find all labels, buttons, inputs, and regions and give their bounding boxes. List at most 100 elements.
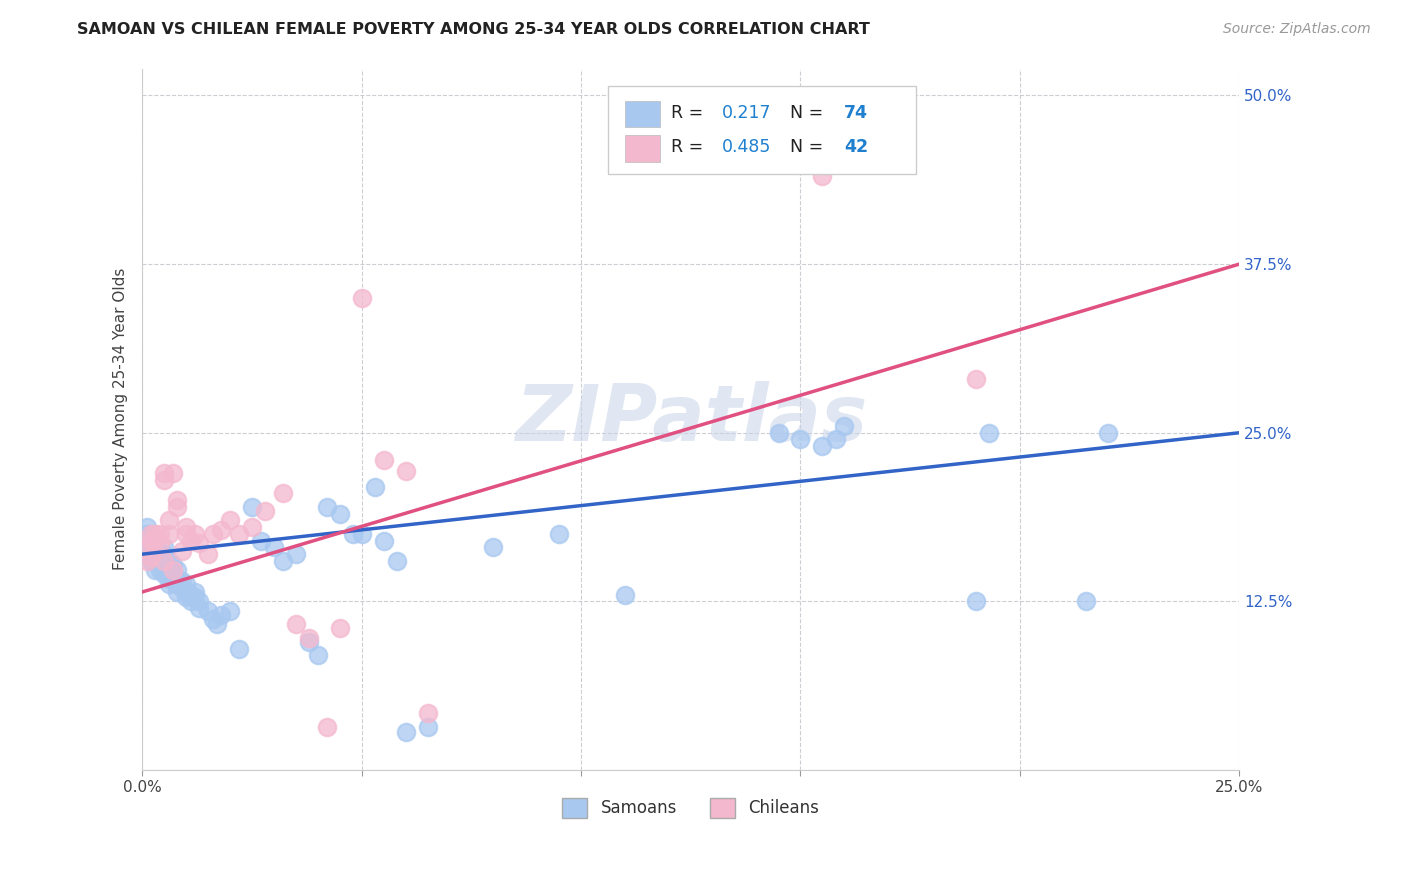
Point xyxy=(768,425,790,440)
Point xyxy=(209,607,232,622)
Point xyxy=(197,604,219,618)
Point xyxy=(170,544,193,558)
Point xyxy=(219,604,242,618)
Point xyxy=(153,473,176,487)
Point xyxy=(1074,594,1097,608)
Point xyxy=(298,631,321,645)
Text: R =: R = xyxy=(671,138,709,156)
Point xyxy=(249,533,271,548)
Point xyxy=(166,585,188,599)
Point xyxy=(157,554,180,568)
Point xyxy=(240,500,263,514)
Point xyxy=(166,563,188,577)
Point xyxy=(139,527,162,541)
Point xyxy=(170,574,193,589)
Point xyxy=(284,547,307,561)
Point xyxy=(149,527,172,541)
Point xyxy=(166,577,188,591)
Point xyxy=(145,527,167,541)
Point xyxy=(149,547,172,561)
Point xyxy=(139,533,162,548)
Point xyxy=(145,554,167,568)
Text: 0.485: 0.485 xyxy=(721,138,770,156)
Point xyxy=(162,574,184,589)
Point xyxy=(145,563,167,577)
Point xyxy=(385,554,408,568)
Point xyxy=(205,617,228,632)
Point xyxy=(811,439,834,453)
Point xyxy=(188,594,211,608)
Point xyxy=(201,527,224,541)
Legend: Samoans, Chileans: Samoans, Chileans xyxy=(555,791,827,825)
FancyBboxPatch shape xyxy=(609,86,915,174)
Text: 74: 74 xyxy=(845,103,869,121)
Point xyxy=(184,585,207,599)
Point xyxy=(834,419,856,434)
Point xyxy=(811,169,834,184)
Point xyxy=(1097,425,1119,440)
Point xyxy=(157,527,180,541)
Point xyxy=(342,527,364,541)
Text: 42: 42 xyxy=(845,138,869,156)
Point xyxy=(315,500,337,514)
Point xyxy=(139,554,162,568)
Point xyxy=(284,617,307,632)
Point xyxy=(548,527,571,541)
Point xyxy=(174,527,197,541)
Point xyxy=(254,504,277,518)
Point xyxy=(240,520,263,534)
Point xyxy=(135,554,157,568)
Point xyxy=(139,533,162,548)
Point xyxy=(197,547,219,561)
Point xyxy=(482,541,505,555)
Point xyxy=(394,725,416,739)
Point xyxy=(139,547,162,561)
Point xyxy=(170,581,193,595)
Point xyxy=(965,594,987,608)
Point xyxy=(174,585,197,599)
Point xyxy=(162,563,184,577)
Point xyxy=(350,291,373,305)
Point xyxy=(209,523,232,537)
Point xyxy=(373,533,395,548)
Text: Source: ZipAtlas.com: Source: ZipAtlas.com xyxy=(1223,22,1371,37)
Point xyxy=(373,452,395,467)
Point xyxy=(180,594,202,608)
Point xyxy=(271,486,294,500)
Point xyxy=(228,641,250,656)
Point xyxy=(135,541,157,555)
Point xyxy=(149,554,172,568)
Point xyxy=(166,571,188,585)
Point xyxy=(149,536,172,550)
Text: R =: R = xyxy=(671,103,709,121)
Point xyxy=(153,547,176,561)
Y-axis label: Female Poverty Among 25-34 Year Olds: Female Poverty Among 25-34 Year Olds xyxy=(114,268,128,571)
Point xyxy=(145,531,167,545)
FancyBboxPatch shape xyxy=(624,101,659,128)
Point xyxy=(145,541,167,555)
Point xyxy=(180,533,202,548)
Point xyxy=(135,541,157,555)
Point xyxy=(153,541,176,555)
Point xyxy=(153,554,176,568)
Point xyxy=(219,513,242,527)
Point xyxy=(350,527,373,541)
Point xyxy=(188,536,211,550)
Point xyxy=(145,533,167,548)
Point xyxy=(979,425,1001,440)
Point xyxy=(153,560,176,574)
Point xyxy=(166,493,188,508)
Point xyxy=(416,720,439,734)
Point xyxy=(307,648,329,663)
Point xyxy=(364,480,387,494)
Point xyxy=(298,635,321,649)
Point xyxy=(157,513,180,527)
Point xyxy=(174,520,197,534)
Point xyxy=(263,541,285,555)
Point xyxy=(201,612,224,626)
Point xyxy=(965,372,987,386)
Text: 0.217: 0.217 xyxy=(721,103,770,121)
Point xyxy=(166,500,188,514)
FancyBboxPatch shape xyxy=(624,136,659,161)
Point xyxy=(329,621,352,635)
